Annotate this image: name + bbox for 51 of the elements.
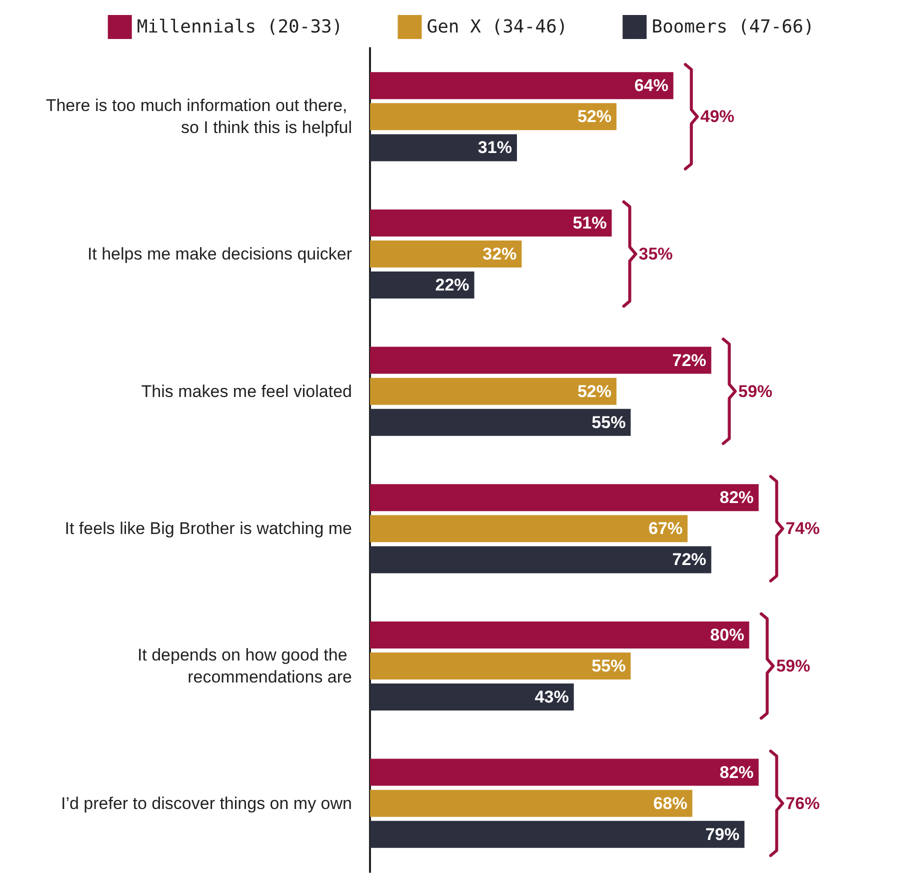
y-tick-label: This makes me feel violated: [141, 382, 352, 401]
bar: [370, 240, 522, 268]
data-label: 64%: [634, 76, 668, 96]
bar: [370, 103, 616, 130]
data-label: 80%: [710, 625, 744, 644]
y-tick-label: It helps me make decisions quicker: [87, 244, 352, 264]
legend-label: Boomers (47-66): [652, 16, 814, 38]
text: 59%: [776, 656, 810, 676]
data-label: 82%: [720, 762, 754, 782]
bar: [370, 346, 712, 374]
data-label: 68%: [653, 794, 688, 813]
bar: [370, 408, 631, 436]
bar: [370, 134, 517, 162]
data-label: 79%: [705, 824, 740, 844]
bar: [370, 515, 688, 542]
bar: [370, 546, 712, 574]
data-label: 72%: [672, 350, 706, 370]
annotation: 35%: [638, 244, 673, 264]
y-tick-label: I’d prefer to discover things on my own: [60, 794, 352, 813]
y-tick-label: It feels like Big Brother is watching me: [64, 519, 352, 538]
bar: [370, 272, 474, 299]
data-label: 32%: [482, 244, 517, 264]
text: 76%: [786, 794, 820, 813]
text: 74%: [786, 519, 820, 538]
data-label: 55%: [592, 412, 626, 432]
bar: [370, 790, 692, 817]
data-label: 82%: [720, 488, 754, 508]
bar: [370, 758, 759, 786]
y-tick-label: It depends on how good the recommendations are: [137, 646, 352, 686]
data-label: 31%: [478, 138, 512, 158]
data-label: 22%: [435, 276, 470, 295]
legend-label: Gen X (34-46): [426, 16, 568, 38]
bar: [370, 378, 616, 405]
data-label: 43%: [534, 688, 569, 707]
bar: [370, 209, 612, 236]
data-label: 72%: [672, 550, 706, 570]
annotation: 59%: [738, 382, 772, 401]
annotation: 49%: [700, 107, 734, 126]
data-label: 52%: [577, 107, 612, 126]
data-label: 52%: [577, 382, 612, 401]
bar: [370, 72, 674, 100]
data-label: 55%: [592, 656, 626, 676]
data-label: 51%: [572, 213, 607, 232]
bar: [370, 484, 759, 512]
bar: [370, 820, 744, 848]
y-tick-label: There is too much information out there, so I think this is helpful: [46, 96, 352, 138]
bar: [370, 652, 631, 680]
legend-label: Millennials (20-33): [136, 16, 343, 38]
bar: [370, 684, 574, 711]
bar: [370, 621, 750, 648]
data-label: 67%: [648, 519, 683, 538]
